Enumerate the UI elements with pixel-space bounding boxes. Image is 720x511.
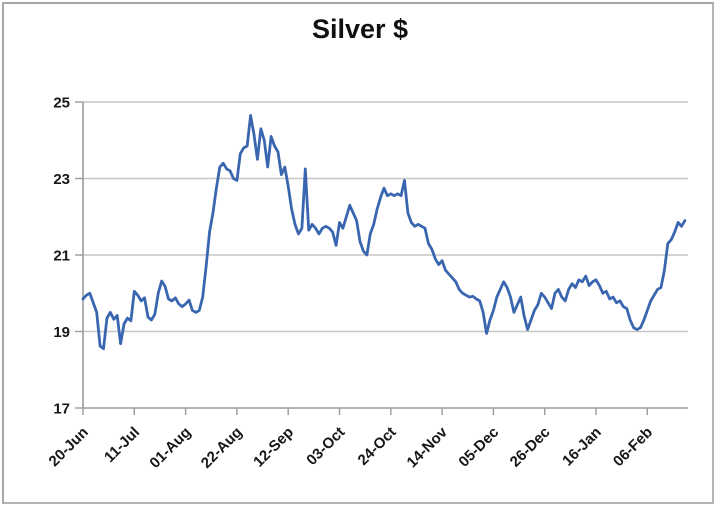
x-axis-tick-label: 22-Aug <box>198 424 246 472</box>
x-axis-tick-label: 20-Jun <box>46 424 92 470</box>
x-axis-tick-label: 03-Oct <box>303 424 348 469</box>
x-axis-tick-label: 05-Dec <box>455 424 502 471</box>
y-axis-tick-label: 23 <box>53 171 70 188</box>
y-axis-tick-label: 21 <box>53 248 70 265</box>
y-axis-tick-label: 17 <box>53 401 70 418</box>
chart-title: Silver $ <box>311 14 409 44</box>
x-axis-tick-label: 24-Oct <box>355 424 400 469</box>
y-axis-tick-label: 25 <box>53 95 70 112</box>
x-axis-tick-label: 11-Jul <box>101 424 143 466</box>
x-axis-tick-label: 01-Aug <box>146 424 194 472</box>
x-axis-tick-label: 06-Feb <box>610 424 656 470</box>
x-axis-tick-label: 14-Nov <box>404 423 452 471</box>
x-axis-tick-label: 26-Dec <box>507 424 554 471</box>
x-axis-tick-label: 16-Jan <box>559 424 605 470</box>
silver-price-line <box>81 113 687 351</box>
y-axis-tick-label: 19 <box>53 324 70 341</box>
x-axis-tick-label: 12-Sep <box>250 424 297 471</box>
